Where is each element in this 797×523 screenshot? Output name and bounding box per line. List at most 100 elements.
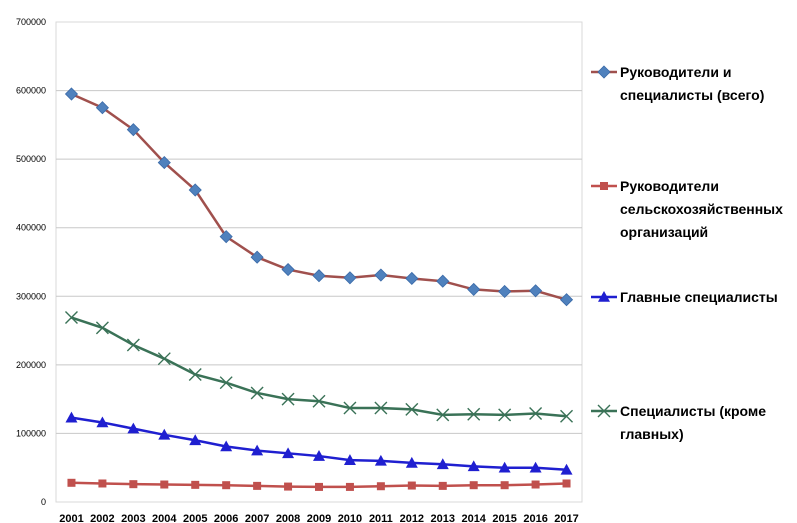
data-point	[343, 401, 357, 415]
x-axis-ticks: 2001 2002 2003 2004 2005 2006 2007 2008 2009 2010…	[59, 513, 579, 523]
x-tick-label: 2003	[121, 513, 145, 523]
data-point	[531, 480, 540, 489]
data-point	[529, 407, 543, 421]
y-tick-label: 400000	[16, 223, 46, 233]
data-point	[405, 456, 418, 468]
data-point	[157, 352, 171, 366]
data-point	[343, 271, 357, 285]
data-point	[560, 463, 573, 475]
legend-marker	[600, 182, 608, 190]
data-point	[374, 401, 388, 415]
legend-label: Руководители	[620, 178, 719, 194]
data-point	[343, 454, 356, 465]
data-point	[126, 123, 140, 137]
data-point	[529, 284, 543, 298]
data-point	[467, 407, 481, 421]
data-point	[315, 482, 323, 491]
data-point	[281, 392, 295, 406]
data-point	[96, 416, 109, 428]
data-point	[126, 338, 140, 352]
series-lines	[64, 87, 574, 491]
data-point	[67, 478, 76, 487]
data-point	[313, 450, 325, 461]
legend-entry-2: Руководители сельскохозяйственных организа…	[591, 178, 783, 240]
data-point	[560, 409, 574, 423]
legend-marker	[597, 65, 611, 79]
data-point	[98, 479, 107, 488]
x-tick-label: 2016	[523, 513, 547, 523]
plot-area	[55, 21, 583, 503]
data-point	[158, 428, 171, 440]
data-point	[374, 268, 388, 282]
legend-entry-3: Главные специалисты	[591, 289, 778, 305]
data-point	[376, 482, 385, 491]
data-point	[559, 293, 574, 307]
data-point	[281, 262, 295, 277]
legend-label: Специалисты (кроме	[620, 403, 766, 419]
data-point	[250, 250, 264, 264]
data-point	[157, 156, 171, 170]
y-tick-label: 500000	[16, 154, 46, 164]
data-point	[436, 408, 450, 422]
data-point	[498, 284, 512, 299]
data-point	[436, 274, 450, 288]
data-point	[312, 394, 326, 408]
data-point	[251, 444, 264, 456]
data-point	[284, 482, 293, 491]
data-point	[562, 479, 571, 488]
data-point	[64, 87, 79, 101]
gridlines	[56, 90, 582, 434]
x-tick-label: 2017	[554, 513, 578, 523]
x-tick-label: 2015	[492, 513, 516, 523]
data-point	[345, 482, 354, 491]
data-point	[498, 408, 512, 422]
data-point	[282, 447, 295, 459]
legend-label: главных)	[620, 426, 684, 442]
y-tick-label: 200000	[16, 360, 46, 370]
data-point	[253, 481, 262, 490]
y-tick-label: 600000	[16, 86, 46, 96]
data-point	[438, 481, 447, 490]
data-point	[219, 230, 233, 244]
x-tick-label: 2014	[461, 513, 486, 523]
legend-label: Руководители и	[620, 64, 731, 80]
data-point	[189, 434, 202, 446]
data-point	[129, 480, 138, 489]
data-point	[498, 461, 511, 473]
legend-label: Главные специалисты	[620, 289, 778, 305]
series-1	[64, 87, 574, 307]
legend-marker	[598, 291, 610, 302]
x-tick-label: 2004	[152, 513, 177, 523]
data-point	[191, 480, 200, 489]
data-point	[405, 271, 419, 286]
legend-entry-1: Руководители и специалисты (всего)	[591, 64, 764, 103]
y-axis-ticks: 0 100000 200000 300000 400000 500000 600000 700…	[16, 17, 46, 507]
y-tick-label: 700000	[16, 17, 46, 27]
legend-label: сельскохозяйственных	[620, 201, 783, 217]
data-point	[407, 481, 416, 490]
x-tick-label: 2002	[90, 513, 114, 523]
x-tick-label: 2012	[400, 513, 424, 523]
data-point	[188, 367, 202, 381]
legend-label: специалисты (всего)	[620, 87, 764, 103]
data-point	[160, 480, 169, 489]
data-point	[529, 461, 542, 473]
data-point	[64, 311, 78, 325]
legend-marker	[597, 404, 611, 418]
data-point	[222, 481, 231, 490]
data-point	[469, 481, 478, 490]
data-point	[219, 376, 233, 390]
x-tick-label: 2008	[276, 513, 300, 523]
x-tick-label: 2005	[183, 513, 207, 523]
data-point	[374, 454, 387, 466]
data-point	[188, 183, 202, 197]
data-point	[467, 282, 481, 296]
data-point	[95, 321, 109, 335]
legend-label: организаций	[620, 224, 708, 240]
data-point	[500, 481, 509, 490]
data-point	[312, 269, 326, 283]
series-4	[64, 311, 574, 423]
x-tick-label: 2010	[338, 513, 362, 523]
